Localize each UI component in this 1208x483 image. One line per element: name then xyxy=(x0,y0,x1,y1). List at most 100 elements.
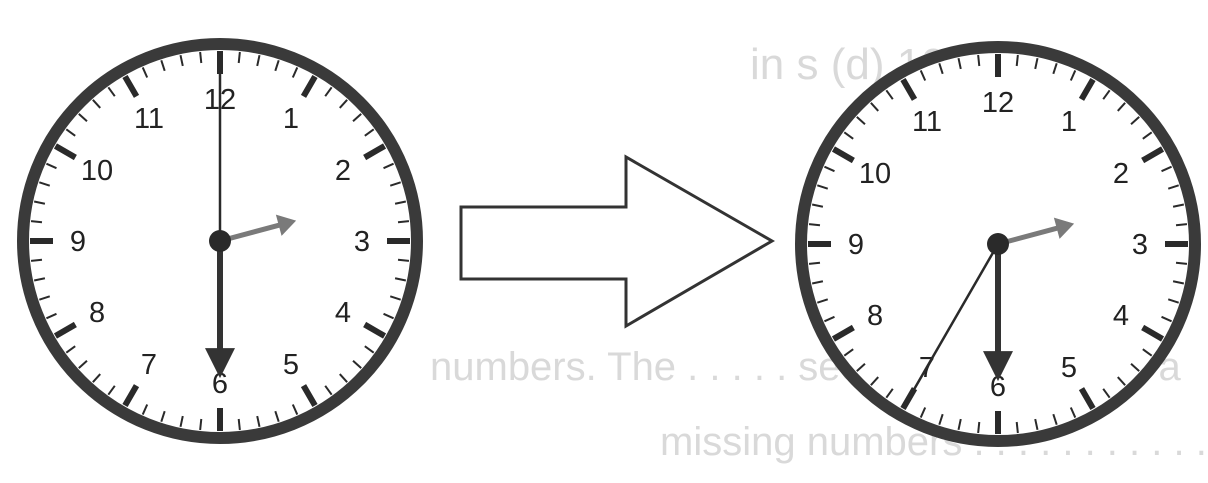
minute-tick xyxy=(394,277,407,282)
clock-numeral: 11 xyxy=(134,103,164,135)
minute-tick xyxy=(1034,418,1039,431)
minute-tick xyxy=(141,404,149,415)
minute-tick xyxy=(870,102,879,112)
minute-tick xyxy=(1130,363,1140,372)
minute-tick xyxy=(1175,223,1188,227)
minute-tick xyxy=(179,415,184,428)
minute-tick xyxy=(919,407,927,418)
minute-tick xyxy=(938,413,944,426)
minute-tick xyxy=(65,128,76,137)
hour-tick xyxy=(363,321,387,339)
hour-tick xyxy=(363,143,387,161)
minute-tick xyxy=(1172,280,1185,285)
hour-tick xyxy=(1078,77,1096,101)
transition-arrow xyxy=(459,154,775,329)
hour-tick xyxy=(122,384,140,408)
minute-tick xyxy=(919,70,927,81)
minute-tick xyxy=(1172,203,1185,208)
clock-numeral: 9 xyxy=(848,229,864,261)
clock-numeral: 11 xyxy=(912,106,942,138)
hour-hand-tip xyxy=(1053,217,1075,239)
minute-tick xyxy=(816,298,829,304)
minute-tick xyxy=(1069,407,1077,418)
clock-numeral: 5 xyxy=(283,349,299,381)
minute-tick xyxy=(237,51,241,64)
minute-tick xyxy=(274,59,280,72)
minute-tick xyxy=(957,57,962,70)
minute-tick xyxy=(1161,315,1172,323)
hour-tick xyxy=(300,74,318,98)
minute-tick xyxy=(364,345,375,354)
hour-tick xyxy=(122,74,140,98)
minute-tick xyxy=(256,54,261,67)
hour-tick xyxy=(900,77,918,101)
minute-tick xyxy=(957,418,962,431)
minute-tick xyxy=(811,203,824,208)
minute-tick xyxy=(977,421,981,434)
hour-hand-tip xyxy=(275,214,297,236)
minute-tick xyxy=(237,418,241,431)
minute-tick xyxy=(977,54,981,67)
clock-numeral: 4 xyxy=(1113,300,1129,332)
minute-tick xyxy=(389,295,402,301)
minute-tick xyxy=(107,86,116,97)
minute-tick xyxy=(938,62,944,75)
minute-tick xyxy=(179,54,184,67)
minute-tick xyxy=(1052,62,1058,75)
center-pin xyxy=(209,230,231,252)
minute-tick xyxy=(30,220,43,224)
minute-tick xyxy=(199,51,203,64)
clock-numeral: 8 xyxy=(867,300,883,332)
minute-tick xyxy=(885,89,894,100)
minute-tick xyxy=(92,99,101,109)
clock-numeral: 4 xyxy=(335,297,351,329)
minute-tick xyxy=(78,113,88,122)
minute-tick xyxy=(1167,184,1180,190)
clock-numeral: 6 xyxy=(990,371,1006,403)
minute-tick xyxy=(1015,421,1019,434)
minute-tick xyxy=(1102,388,1111,399)
clock-numeral: 2 xyxy=(335,155,351,187)
clock-numeral: 3 xyxy=(354,226,370,258)
clock-numeral: 5 xyxy=(1061,352,1077,384)
minute-tick xyxy=(383,162,394,170)
minute-tick xyxy=(843,131,854,140)
minute-tick xyxy=(1142,348,1153,357)
hour-tick xyxy=(53,321,77,339)
minute-tick xyxy=(160,59,166,72)
minute-tick xyxy=(1167,298,1180,304)
hour-tick xyxy=(1141,146,1165,164)
minute-tick xyxy=(1034,57,1039,70)
minute-tick xyxy=(856,363,866,372)
hour-tick xyxy=(831,146,855,164)
minute-tick xyxy=(291,67,299,78)
minute-tick xyxy=(811,280,824,285)
minute-tick xyxy=(389,181,402,187)
minute-tick xyxy=(352,360,362,369)
hour-tick xyxy=(1078,387,1096,411)
clock-numeral: 9 xyxy=(70,226,86,258)
minute-tick xyxy=(92,373,101,383)
minute-tick xyxy=(397,220,410,224)
minute-tick xyxy=(38,295,51,301)
minute-tick xyxy=(1117,376,1126,386)
minute-tick xyxy=(256,415,261,428)
minute-tick xyxy=(364,128,375,137)
minute-tick xyxy=(38,181,51,187)
minute-tick xyxy=(843,348,854,357)
minute-tick xyxy=(78,360,88,369)
clock-numeral: 10 xyxy=(859,158,891,190)
minute-tick xyxy=(46,162,57,170)
minute-tick xyxy=(383,312,394,320)
minute-tick xyxy=(291,404,299,415)
minute-tick xyxy=(1052,413,1058,426)
minute-tick xyxy=(324,385,333,396)
minute-tick xyxy=(199,418,203,431)
clock-numeral: 3 xyxy=(1132,229,1148,261)
clock-numeral: 10 xyxy=(81,155,113,187)
minute-tick xyxy=(324,86,333,97)
minute-tick xyxy=(274,410,280,423)
minute-tick xyxy=(1130,116,1140,125)
clock-numeral: 2 xyxy=(1113,158,1129,190)
